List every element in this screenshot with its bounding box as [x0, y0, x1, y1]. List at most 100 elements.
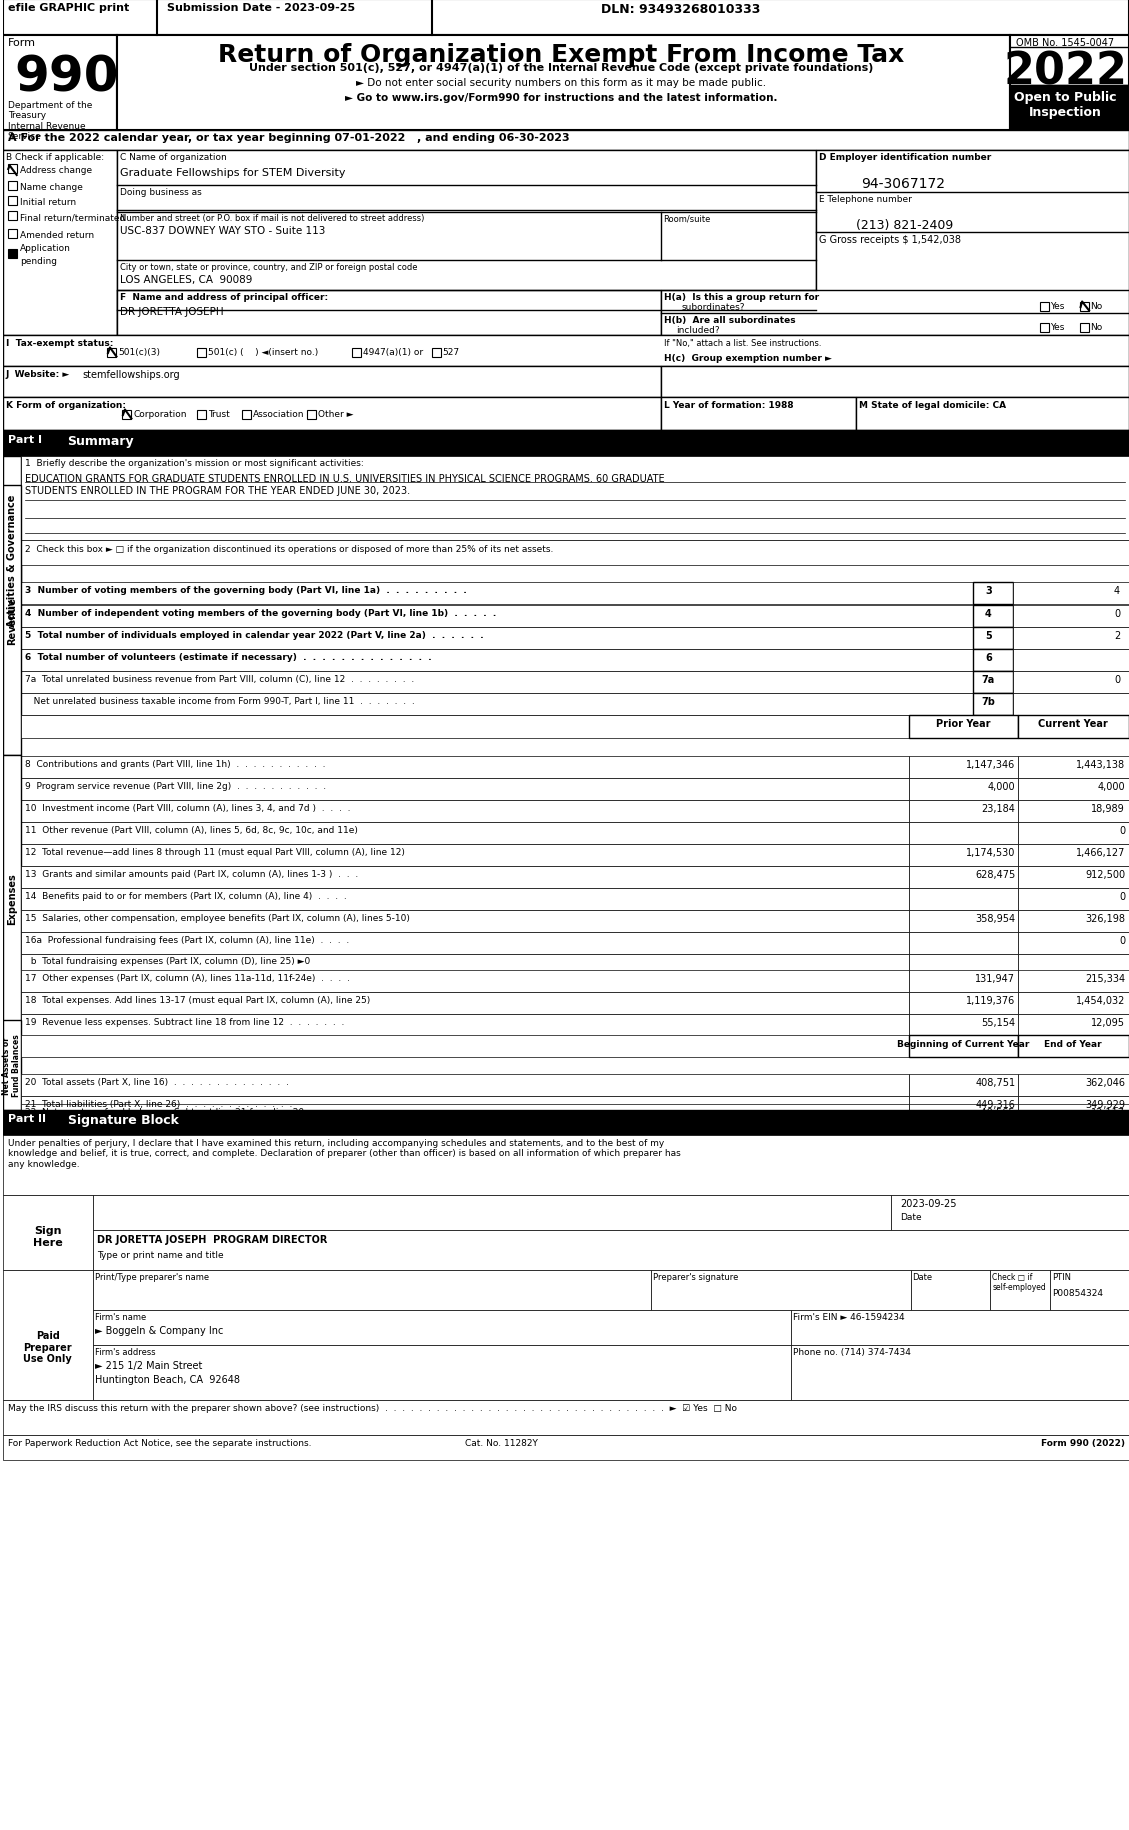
Bar — [909, 933, 1018, 955]
Text: Expenses: Expenses — [7, 873, 17, 924]
Bar — [909, 867, 1018, 889]
Bar — [20, 822, 909, 844]
Text: DR JORETTA JOSEPH  PROGRAM DIRECTOR: DR JORETTA JOSEPH PROGRAM DIRECTOR — [97, 1233, 327, 1244]
Text: 0: 0 — [1114, 675, 1120, 684]
Text: No: No — [1091, 322, 1102, 331]
Text: L Year of formation: 1988: L Year of formation: 1988 — [664, 401, 794, 410]
Bar — [20, 778, 909, 800]
Bar — [1010, 86, 1129, 132]
Bar — [1018, 1096, 1129, 1118]
Text: Sign
Here: Sign Here — [33, 1226, 62, 1246]
Bar — [198, 410, 207, 419]
Text: 501(c)(3): 501(c)(3) — [119, 348, 160, 357]
Text: 4: 4 — [1114, 586, 1120, 597]
Text: Net unrelated business taxable income from Form 990-T, Part I, line 11  .  .  . : Net unrelated business taxable income fr… — [25, 697, 414, 706]
Text: For Paperwork Reduction Act Notice, see the separate instructions.: For Paperwork Reduction Act Notice, see … — [8, 1438, 312, 1448]
Text: A For the 2022 calendar year, or tax year beginning 07-01-2022   , and ending 06: A For the 2022 calendar year, or tax yea… — [8, 134, 569, 143]
Bar — [2, 0, 1129, 37]
Bar — [8, 231, 17, 240]
Text: 2  Check this box ► □ if the organization discontinued its operations or dispose: 2 Check this box ► □ if the organization… — [25, 545, 553, 554]
Bar — [1010, 37, 1129, 132]
Text: Trust: Trust — [208, 410, 230, 419]
Text: 5: 5 — [984, 631, 991, 640]
Bar — [1018, 800, 1129, 822]
Text: Prior Year: Prior Year — [936, 719, 990, 728]
Text: pending: pending — [19, 256, 56, 265]
Text: 3  Number of voting members of the governing body (Part VI, line 1a)  .  .  .  .: 3 Number of voting members of the govern… — [25, 586, 466, 595]
Text: Doing business as: Doing business as — [121, 188, 202, 198]
Bar — [909, 1103, 1018, 1127]
Bar — [909, 955, 1018, 972]
Text: 501(c) (    ) ◄(insert no.): 501(c) ( ) ◄(insert no.) — [208, 348, 318, 357]
Text: USC-837 DOWNEY WAY STO - Suite 113: USC-837 DOWNEY WAY STO - Suite 113 — [121, 225, 326, 236]
Text: Yes: Yes — [1050, 302, 1065, 311]
Text: 94-3067172: 94-3067172 — [860, 178, 945, 190]
Text: Amended return: Amended return — [19, 231, 94, 240]
Text: 6  Total number of volunteers (estimate if necessary)  .  .  .  .  .  .  .  .  .: 6 Total number of volunteers (estimate i… — [25, 653, 431, 662]
Text: 19  Revenue less expenses. Subtract line 18 from line 12  .  .  .  .  .  .  .: 19 Revenue less expenses. Subtract line … — [25, 1017, 344, 1027]
Bar — [990, 1270, 1050, 1310]
Text: 1,454,032: 1,454,032 — [1076, 996, 1124, 1005]
Text: 2022: 2022 — [1004, 49, 1127, 93]
Bar — [20, 716, 909, 739]
Bar — [909, 889, 1018, 911]
Text: Summary: Summary — [68, 436, 134, 448]
Bar — [20, 867, 909, 889]
Bar — [117, 291, 662, 337]
Bar — [1014, 606, 1129, 628]
Text: 23,184: 23,184 — [981, 803, 1015, 814]
Bar — [973, 650, 1014, 672]
Bar — [2, 1435, 1129, 1460]
Text: ► Do not enter social security numbers on this form as it may be made public.: ► Do not enter social security numbers o… — [357, 79, 767, 88]
Bar — [20, 756, 909, 778]
Bar — [1018, 778, 1129, 800]
Text: 14  Benefits paid to or for members (Part IX, column (A), line 4)  .  .  .  .: 14 Benefits paid to or for members (Part… — [25, 891, 347, 900]
Text: 16a  Professional fundraising fees (Part IX, column (A), line 11e)  .  .  .  .: 16a Professional fundraising fees (Part … — [25, 935, 349, 944]
Bar — [20, 650, 973, 672]
Text: 527: 527 — [443, 348, 460, 357]
Text: Application: Application — [19, 243, 70, 253]
Bar — [20, 889, 909, 911]
Bar — [1018, 992, 1129, 1014]
Bar — [1080, 302, 1089, 311]
Text: 2023-09-25: 2023-09-25 — [901, 1199, 957, 1208]
Bar — [2, 1195, 93, 1270]
Text: Graduate Fellowships for STEM Diversity: Graduate Fellowships for STEM Diversity — [121, 168, 345, 178]
Text: End of Year: End of Year — [1044, 1039, 1102, 1049]
Bar — [1018, 911, 1129, 933]
Bar — [973, 582, 1014, 604]
Bar — [307, 410, 316, 419]
Text: PTIN: PTIN — [1052, 1272, 1071, 1281]
Bar — [790, 1310, 1129, 1345]
Text: 11  Other revenue (Part VIII, column (A), lines 5, 6d, 8c, 9c, 10c, and 11e): 11 Other revenue (Part VIII, column (A),… — [25, 825, 358, 834]
Text: Part II: Part II — [8, 1113, 45, 1124]
Bar — [909, 1036, 1018, 1058]
Bar — [20, 606, 973, 628]
Bar — [93, 1195, 891, 1230]
Text: Firm's address: Firm's address — [95, 1347, 155, 1356]
Text: Association: Association — [253, 410, 305, 419]
Text: Print/Type preparer's name: Print/Type preparer's name — [95, 1272, 209, 1281]
Text: 362,046: 362,046 — [1085, 1078, 1124, 1087]
Bar — [1018, 1014, 1129, 1036]
Text: Net Assets or
Fund Balances: Net Assets or Fund Balances — [2, 1034, 21, 1096]
Bar — [2, 1021, 20, 1111]
Text: F  Name and address of principal officer:: F Name and address of principal officer: — [121, 293, 329, 302]
Bar — [2, 132, 1129, 150]
Bar — [122, 410, 131, 419]
Bar — [20, 992, 909, 1014]
Bar — [909, 756, 1018, 778]
Text: Date: Date — [912, 1272, 933, 1281]
Bar — [1050, 1270, 1129, 1310]
Bar — [8, 251, 17, 258]
Bar — [1018, 970, 1129, 992]
Bar — [790, 1345, 1129, 1400]
Text: Return of Organization Exempt From Income Tax: Return of Organization Exempt From Incom… — [218, 42, 904, 68]
Bar — [2, 1400, 1129, 1435]
Text: 4,000: 4,000 — [1097, 781, 1124, 792]
Bar — [20, 800, 909, 822]
Bar — [1018, 844, 1129, 867]
Bar — [1014, 628, 1129, 650]
Text: Corporation: Corporation — [133, 410, 187, 419]
Bar — [20, 694, 973, 716]
